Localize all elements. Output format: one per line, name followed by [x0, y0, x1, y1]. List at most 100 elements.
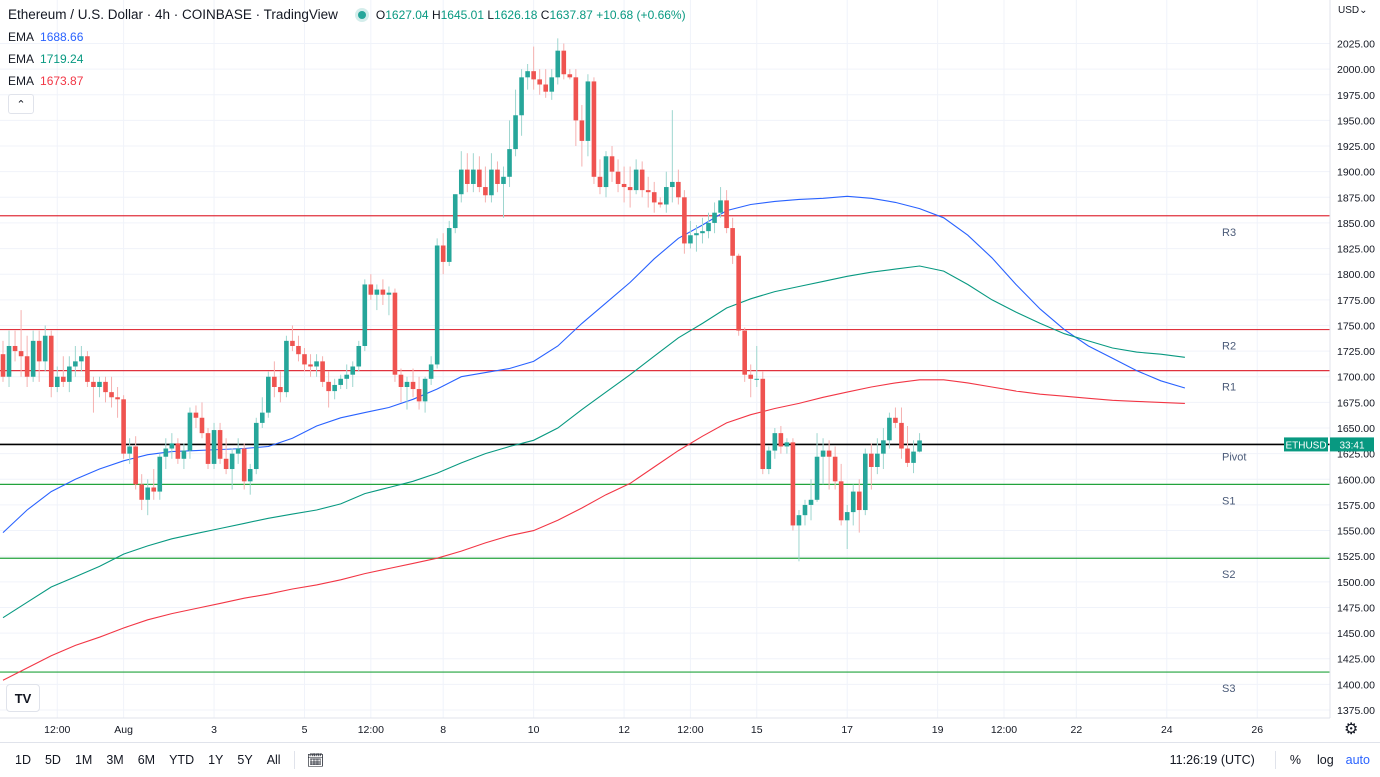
candle-body[interactable] [712, 212, 717, 223]
candle-body[interactable] [549, 77, 555, 92]
range-6m[interactable]: 6M [137, 753, 156, 767]
calendar-icon[interactable]: 🗓 [306, 751, 325, 768]
candle-body[interactable] [241, 448, 247, 482]
candle-body[interactable] [899, 422, 904, 449]
candle-body[interactable] [6, 345, 12, 377]
range-all[interactable]: All [266, 753, 281, 767]
candle-body[interactable] [145, 487, 151, 500]
candle-body[interactable] [404, 381, 410, 387]
log-toggle[interactable]: log [1316, 753, 1334, 767]
candle-body[interactable] [452, 194, 458, 229]
candle-body[interactable] [446, 228, 452, 262]
candle-body[interactable] [422, 378, 428, 402]
candle-body[interactable] [416, 389, 422, 402]
candle-body[interactable] [784, 442, 790, 447]
candle-body[interactable] [627, 187, 633, 191]
candle-body[interactable] [121, 399, 126, 454]
candle-body[interactable] [332, 384, 337, 392]
candle-body[interactable] [103, 381, 108, 393]
candle-body[interactable] [688, 235, 693, 244]
candle-body[interactable] [645, 190, 651, 193]
candle-body[interactable] [97, 381, 102, 387]
candle-body[interactable] [802, 504, 808, 516]
candle-body[interactable] [24, 356, 30, 377]
time-axis[interactable]: 12:00 Aug 3 5 12:00 8 10 12 12:00 15 17 19 12:00 22 24… [0, 717, 1330, 736]
candle-body[interactable] [748, 374, 754, 379]
candle-body[interactable] [724, 200, 729, 229]
candle-body[interactable] [187, 412, 193, 451]
candle-body[interactable] [350, 366, 356, 375]
candle-body[interactable] [537, 79, 542, 85]
candle-body[interactable] [79, 356, 84, 362]
candle-body[interactable] [567, 74, 573, 78]
candles[interactable] [0, 38, 922, 562]
candle-body[interactable] [380, 289, 386, 295]
candle-body[interactable] [326, 381, 331, 392]
candle-body[interactable] [36, 340, 42, 362]
candle-body[interactable] [507, 149, 512, 177]
candle-body[interactable] [657, 202, 663, 205]
candle-body[interactable] [223, 458, 229, 470]
candle-body[interactable] [513, 115, 518, 150]
candle-body[interactable] [603, 156, 609, 188]
candle-body[interactable] [911, 451, 916, 463]
candle-body[interactable] [796, 515, 802, 526]
candle-body[interactable] [579, 120, 585, 141]
candle-body[interactable] [151, 487, 157, 492]
candle-body[interactable] [18, 351, 24, 357]
candle-body[interactable] [115, 397, 120, 400]
candle-body[interactable] [296, 345, 301, 355]
candle-body[interactable] [555, 50, 561, 78]
candle-body[interactable] [428, 364, 434, 379]
ema-legend-1[interactable]: EMA 1688.66 [8, 30, 84, 44]
tradingview-logo-icon[interactable]: TV [6, 684, 40, 712]
candle-body[interactable] [820, 450, 826, 457]
candle-body[interactable] [458, 169, 464, 195]
candle-body[interactable] [284, 340, 289, 393]
candle-body[interactable] [621, 183, 627, 188]
candle-body[interactable] [217, 430, 223, 459]
auto-toggle[interactable]: auto [1345, 753, 1370, 767]
candle-body[interactable] [374, 289, 380, 295]
candle-body[interactable] [585, 81, 591, 141]
candle-body[interactable] [850, 491, 856, 513]
candle-body[interactable] [808, 499, 814, 505]
symbol-title[interactable]: Ethereum / U.S. Dollar · 4h · COINBASE ·… [8, 7, 338, 22]
range-1y[interactable]: 1Y [208, 753, 224, 767]
candle-body[interactable] [85, 356, 90, 382]
candle-body[interactable] [12, 345, 18, 352]
candle-body[interactable] [229, 453, 235, 470]
candle-body[interactable] [54, 376, 60, 387]
candle-body[interactable] [573, 77, 579, 121]
candle-body[interactable] [754, 378, 760, 380]
ema-legend-3[interactable]: EMA 1673.87 [8, 74, 84, 88]
candle-body[interactable] [790, 442, 796, 526]
candle-body[interactable] [392, 292, 398, 375]
candle-body[interactable] [597, 176, 603, 188]
candle-body[interactable] [181, 450, 187, 459]
candle-body[interactable] [664, 187, 669, 205]
candle-body[interactable] [157, 456, 163, 492]
candle-body[interactable] [259, 412, 265, 423]
currency-selector[interactable]: USD⌄ [1338, 5, 1368, 16]
range-1d[interactable]: 1D [15, 753, 31, 767]
chevron-up-icon[interactable]: ⌃ [8, 94, 34, 114]
candle-body[interactable] [676, 181, 681, 198]
candle-body[interactable] [838, 481, 844, 521]
candle-body[interactable] [778, 433, 784, 447]
candle-body[interactable] [320, 361, 325, 382]
candle-body[interactable] [410, 381, 416, 390]
candle-body[interactable] [308, 364, 313, 367]
candle-body[interactable] [440, 245, 446, 262]
candle-body[interactable] [266, 376, 271, 413]
candle-body[interactable] [609, 156, 615, 172]
range-ytd[interactable]: YTD [169, 753, 195, 767]
candle-body[interactable] [465, 169, 470, 184]
candle-body[interactable] [42, 335, 48, 362]
candle-body[interactable] [235, 448, 241, 454]
gear-icon[interactable]: ⚙ [1344, 721, 1359, 738]
candle-body[interactable] [109, 392, 114, 398]
candle-body[interactable] [591, 81, 597, 177]
candle-body[interactable] [495, 169, 500, 184]
